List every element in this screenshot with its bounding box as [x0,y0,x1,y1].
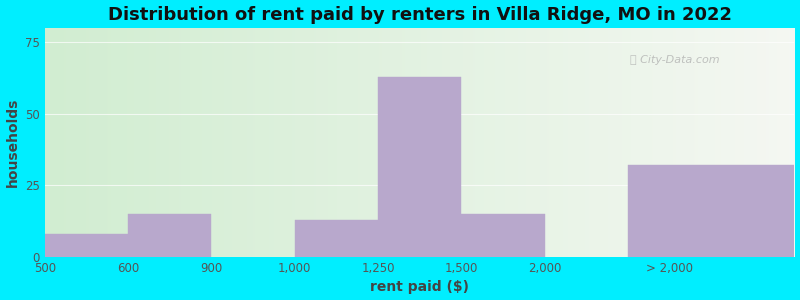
Title: Distribution of rent paid by renters in Villa Ridge, MO in 2022: Distribution of rent paid by renters in … [108,6,732,24]
X-axis label: rent paid ($): rent paid ($) [370,280,469,294]
Bar [45,234,128,257]
Bar [378,76,462,257]
Bar [294,220,378,257]
Y-axis label: households: households [6,98,19,187]
Bar [128,214,211,257]
Bar [462,214,545,257]
Text: ⓘ City-Data.com: ⓘ City-Data.com [630,56,719,65]
Bar [628,165,794,257]
